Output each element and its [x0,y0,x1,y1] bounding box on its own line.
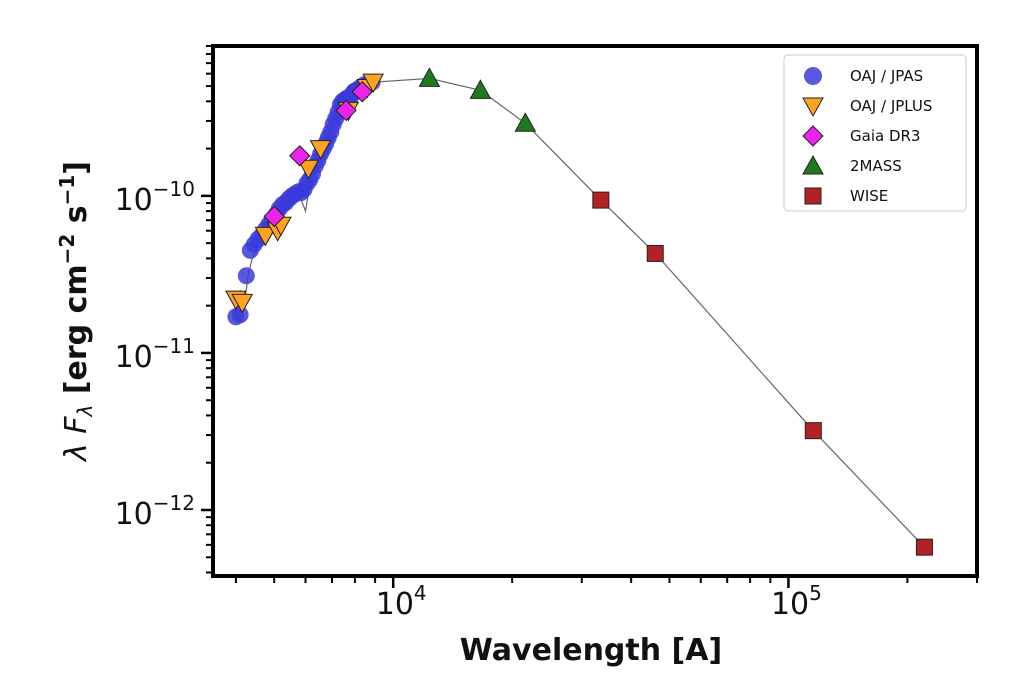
data-point-oaj-jplus [231,293,254,314]
axes-layer [211,44,979,578]
data-point-gaia-dr3 [335,99,357,122]
x-tick-label-base: 10 [771,587,809,622]
x-tick-label: 105 [771,581,822,622]
legend-label-oaj-jplus: OAJ / JPLUS [850,97,932,115]
y-tick-label: 10−12 [115,491,195,532]
legend-box [783,54,967,212]
y-label-lambda: λ [59,434,94,463]
data-point-2mass [469,79,492,99]
x-tick-label-base: 10 [376,587,414,622]
data-point-gaia-dr3 [288,145,311,167]
legend-label-gaia-dr3: Gaia DR3 [850,127,920,145]
data-point-gaia-dr3 [263,205,285,228]
data-point-2mass [514,112,537,132]
data-point-oaj-jpas [237,267,255,285]
data-point-wise [646,244,664,262]
legend-label-oaj-jpas: OAJ / JPAS [850,67,923,85]
y-label-s: s [59,205,94,233]
legend-marker-oaj-jpas [804,67,822,85]
y-tick-label-base: 10 [115,183,153,218]
data-point-wise [592,191,610,209]
legend-label-2mass: 2MASS [850,157,902,175]
data-point-2mass [418,67,441,87]
y-label-exp-cm: −2 [55,234,79,265]
data-point-oaj-jpas [231,306,249,324]
x-tick-label: 104 [376,581,427,622]
y-tick-label-exponent: −10 [153,177,195,201]
legend-marker-gaia-dr3 [802,125,824,147]
ticks-layer [201,45,978,588]
legend: OAJ / JPAS OAJ / JPLUS Gaia DR3 2MASS WISE [783,54,967,212]
y-label-close: ] [59,161,94,175]
y-tick-label: 10−10 [115,177,195,218]
y-label-units: [erg cm [59,264,94,404]
data-points-layer [225,67,933,556]
data-point-oaj-jplus [254,226,277,247]
y-tick-label-exponent: −12 [153,491,195,515]
data-point-oaj-jplus [309,140,332,160]
x-axis-label: Wavelength [A] [460,633,722,668]
plot-frame [211,44,979,578]
legend-label-wise: WISE [850,187,888,205]
x-tick-label-exponent: 4 [414,581,427,605]
legend-marker-oaj-jplus [802,97,824,118]
y-label-f-subscript: λ [73,405,97,418]
data-point-wise [804,422,822,440]
y-tick-label: 10−11 [115,334,195,375]
y-tick-label-base: 10 [115,497,153,532]
data-point-oaj-jplus [362,73,385,94]
x-tick-label-exponent: 5 [809,581,822,605]
y-axis-label: λ Fλ [erg cm−2 s−1] [55,161,97,463]
data-point-wise [915,538,933,556]
y-tick-label-base: 10 [115,340,153,375]
legend-marker-2mass [802,154,824,175]
y-label-exp-s: −1 [55,175,79,206]
data-point-oaj-jplus [297,159,320,180]
y-label-f: F [59,416,94,434]
y-tick-label-exponent: −11 [153,334,195,358]
legend-marker-wise [804,187,822,205]
data-point-gaia-dr3 [351,81,373,103]
